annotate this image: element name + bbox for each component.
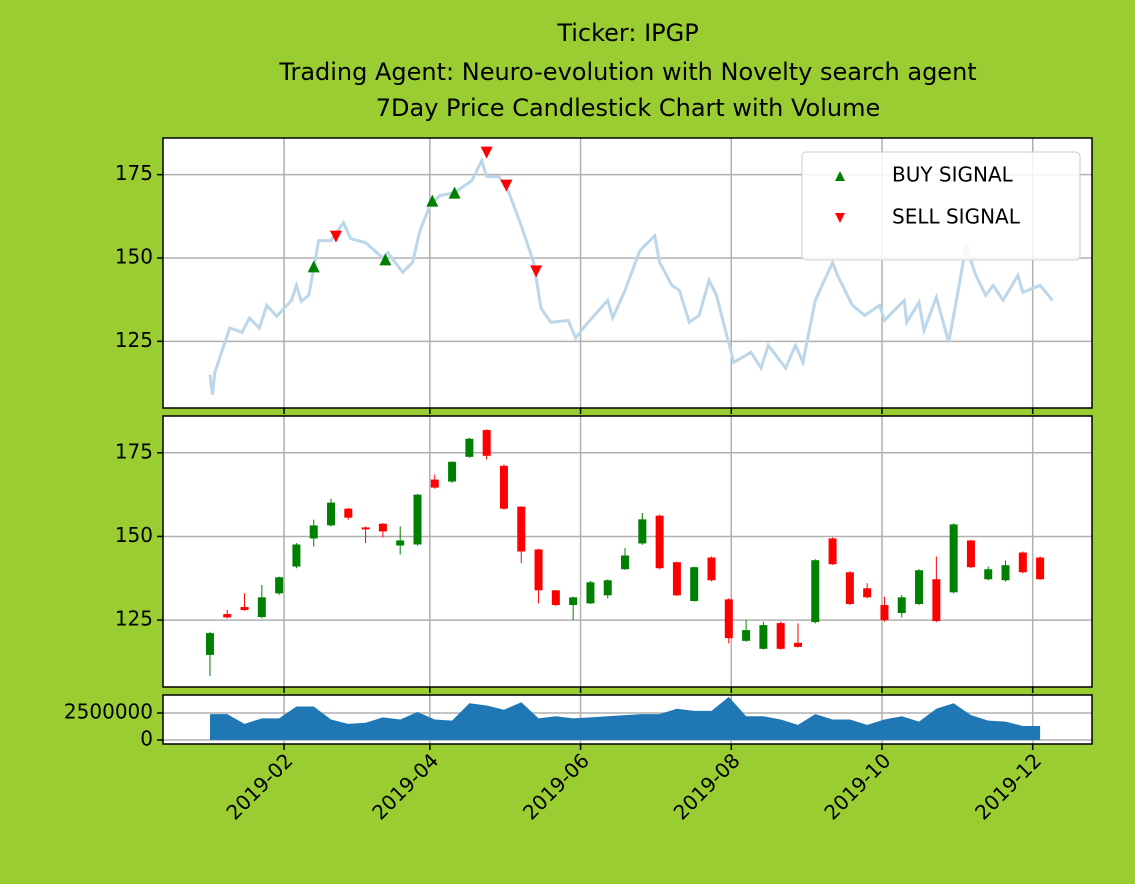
y-tick-label: 175: [115, 161, 153, 185]
candle-body: [292, 544, 301, 567]
candle-body: [448, 461, 457, 482]
candle-body: [240, 607, 249, 611]
candle-body: [949, 524, 958, 593]
candle-body: [1018, 552, 1027, 573]
candle-body: [724, 599, 733, 639]
candle-body: [517, 506, 526, 552]
signal-marker: [480, 146, 493, 159]
candle-body: [1001, 565, 1010, 581]
candle-body: [742, 630, 751, 641]
candle-body: [499, 465, 508, 509]
candle-body: [534, 549, 543, 591]
candle-body: [275, 577, 284, 594]
candle-body: [672, 562, 681, 596]
candle-body: [863, 588, 872, 598]
candle-body: [793, 642, 802, 647]
plot-frame: [162, 415, 1093, 688]
candle-body: [1036, 557, 1045, 580]
legend-label: SELL SIGNAL: [892, 205, 1021, 229]
signal-marker: [307, 260, 320, 273]
legend-marker: [835, 213, 845, 223]
candle-body: [897, 597, 906, 614]
chart-title: Ticker: IPGP: [556, 19, 698, 47]
y-tick-label: 150: [115, 523, 153, 547]
candle-body: [845, 572, 854, 605]
signal-marker: [329, 230, 342, 243]
candle-body: [309, 525, 318, 539]
candle-body: [378, 523, 387, 532]
candle-body: [327, 502, 336, 526]
candle-body: [915, 570, 924, 605]
y-tick-label: 125: [115, 607, 153, 631]
candle-body: [361, 527, 370, 530]
y-tick-label: 0: [140, 727, 153, 751]
candle-body: [482, 430, 491, 456]
candle-body: [413, 494, 422, 545]
y-tick-label: 150: [115, 245, 153, 269]
candle-body: [586, 582, 595, 604]
candle-body: [707, 557, 716, 581]
price-line: [208, 156, 1054, 395]
plot-frame: [162, 694, 1093, 745]
candle-body: [932, 579, 941, 622]
chart-title: 7Day Price Candlestick Chart with Volume: [376, 94, 881, 122]
candle-body: [776, 623, 785, 649]
candle-body: [551, 590, 560, 606]
candle-body: [811, 560, 820, 623]
candle-body: [569, 597, 578, 606]
signal-marker: [426, 194, 439, 207]
candle-body: [880, 605, 889, 621]
volume-area: [209, 696, 1041, 741]
plot-area: [163, 416, 1092, 687]
y-tick-label: 125: [115, 328, 153, 352]
signal-marker: [448, 186, 461, 199]
signal-marker: [500, 179, 513, 192]
signal-marker: [530, 265, 543, 278]
candle-body: [690, 567, 699, 602]
candle-body: [396, 540, 405, 546]
legend-box: [801, 151, 1081, 261]
candle-body: [621, 555, 630, 570]
candle-body: [984, 569, 993, 580]
signal-marker: [379, 253, 392, 266]
candle-body: [205, 633, 214, 655]
candle-body: [966, 540, 975, 568]
candle-body: [603, 580, 612, 596]
candle-body: [223, 614, 232, 618]
candle-body: [759, 625, 768, 649]
y-tick-label: 2500000: [64, 700, 153, 724]
candle-body: [638, 519, 647, 544]
candle-body: [344, 508, 353, 518]
candle-body: [655, 515, 664, 569]
candle-body: [465, 438, 474, 457]
plot-frame: [162, 137, 1093, 409]
legend-marker: [835, 171, 845, 181]
legend-label: BUY SIGNAL: [892, 163, 1014, 187]
y-tick-label: 175: [115, 439, 153, 463]
candle-body: [828, 538, 837, 565]
chart-title: Trading Agent: Neuro-evolution with Nove…: [278, 58, 976, 86]
candle-body: [430, 479, 439, 488]
candle-body: [257, 597, 266, 618]
